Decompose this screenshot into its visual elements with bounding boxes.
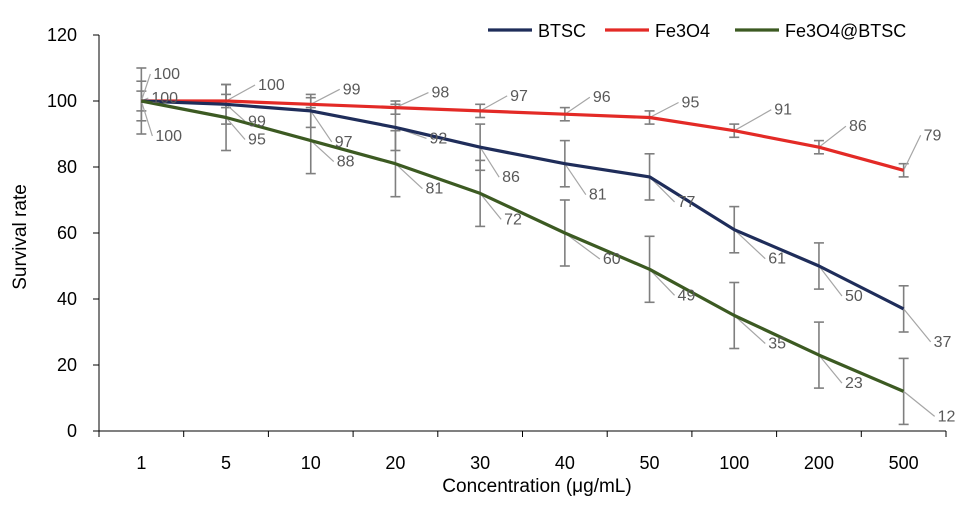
label-leader [395,92,429,109]
data-label-fe3o4: 91 [774,102,792,119]
label-leader [310,140,335,163]
label-leader [818,125,847,148]
data-labels: 100 99 97 92 86 81 77 61 50 37 100 100 99 98 97 96 95 91 8… [151,66,955,425]
x-tick-label: 100 [719,453,749,473]
label-leader [225,117,246,140]
data-label-fe3o4-btsc: 35 [768,336,786,353]
data-label-fe3o4: 97 [510,88,528,105]
series-line-btsc [141,99,905,311]
x-tick-label: 50 [640,453,660,473]
y-tick-label: 40 [57,289,77,309]
data-label-fe3o4-btsc: 12 [938,408,956,425]
legend: BTSC Fe3O4 Fe3O4@BTSC [488,21,906,41]
data-label-btsc: 77 [678,194,696,211]
label-leader [225,103,246,122]
legend-label: Fe3O4 [655,21,710,41]
label-leader [395,163,423,190]
label-leader [649,268,675,296]
data-label-btsc: 99 [248,113,266,130]
label-leader [903,308,932,343]
y-tick-label: 120 [47,25,77,45]
data-label-fe3o4: 96 [593,89,611,106]
data-label-fe3o4-btsc: 95 [248,132,266,149]
legend-label: Fe3O4@BTSC [785,21,906,41]
label-leader [564,163,587,196]
x-tick-label: 500 [889,453,919,473]
data-label-btsc: 100 [151,90,178,107]
data-label-btsc: 86 [502,169,520,186]
data-label-btsc: 97 [335,134,353,151]
data-label-btsc: 61 [768,251,786,268]
label-leader [310,88,341,105]
x-tick-label: 40 [555,453,575,473]
data-label-btsc: 81 [589,187,607,204]
data-label-fe3o4: 100 [258,77,285,94]
data-label-fe3o4: 98 [431,85,449,102]
y-axis-title: Survival rate [10,184,31,290]
label-leader [310,110,333,143]
data-label-fe3o4: 95 [682,95,700,112]
legend-item: Fe3O4 [605,21,710,41]
label-leader [903,135,922,171]
label-leader [818,354,843,384]
label-leader [903,390,936,417]
data-label-fe3o4: 79 [924,127,942,144]
data-label-fe3o4: 100 [153,66,180,83]
data-label-btsc: 37 [934,334,952,351]
label-leader [140,73,151,102]
data-label-fe3o4: 99 [343,81,361,98]
label-leaders [140,73,936,417]
data-label-fe3o4-btsc: 49 [678,287,696,304]
x-tick-label: 200 [804,453,834,473]
data-label-fe3o4-btsc: 88 [337,154,355,171]
data-label-fe3o4-btsc: 60 [603,251,621,268]
label-leader [140,100,153,137]
label-leader [733,229,766,260]
series-line-fe3o4-btsc [140,99,905,393]
y-tick-label: 80 [57,157,77,177]
label-leader [479,146,500,178]
x-tick-label: 5 [221,453,231,473]
data-label-fe3o4-btsc: 72 [504,211,522,228]
data-label-fe3o4-btsc: 81 [425,181,443,198]
label-leader [225,84,256,102]
x-tick-label: 30 [470,453,490,473]
label-leader [564,232,601,260]
label-leader [479,193,502,220]
data-label-btsc: 50 [845,288,863,305]
label-leader [818,265,843,297]
axes: 0 20 40 60 80 100 120 1 5 10 20 30 40 50 100 200 500 [47,25,947,473]
legend-item: BTSC [488,21,586,41]
label-leader [649,101,679,119]
series-line-fe3o4 [141,99,905,172]
y-tick-label: 20 [57,355,77,375]
data-label-fe3o4-btsc: 100 [155,128,182,145]
label-leader [733,109,772,132]
legend-item: Fe3O4@BTSC [735,21,906,41]
x-tick-label: 1 [136,453,146,473]
y-tick-label: 0 [67,421,77,441]
x-tick-label: 10 [301,453,321,473]
data-label-btsc: 92 [429,130,447,147]
x-axis-title: Concentration (μg/mL) [442,476,631,497]
y-tick-label: 60 [57,223,77,243]
data-label-fe3o4: 86 [849,118,867,135]
x-tick-label: 20 [385,453,405,473]
label-leader [733,315,766,344]
label-leader [479,95,508,112]
y-tick-label: 100 [47,91,77,111]
legend-label: BTSC [538,21,586,41]
data-label-fe3o4-btsc: 23 [845,375,863,392]
series-lines [140,99,905,393]
label-leader [564,96,591,115]
